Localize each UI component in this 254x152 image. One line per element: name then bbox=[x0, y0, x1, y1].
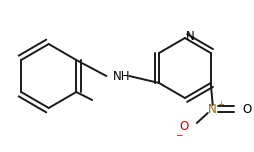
Text: N: N bbox=[208, 102, 217, 116]
Text: N: N bbox=[185, 29, 194, 43]
Text: NH: NH bbox=[113, 69, 130, 83]
Text: −: − bbox=[175, 131, 183, 140]
Text: O: O bbox=[243, 102, 252, 116]
Text: +: + bbox=[217, 100, 224, 109]
Text: O: O bbox=[180, 121, 189, 133]
